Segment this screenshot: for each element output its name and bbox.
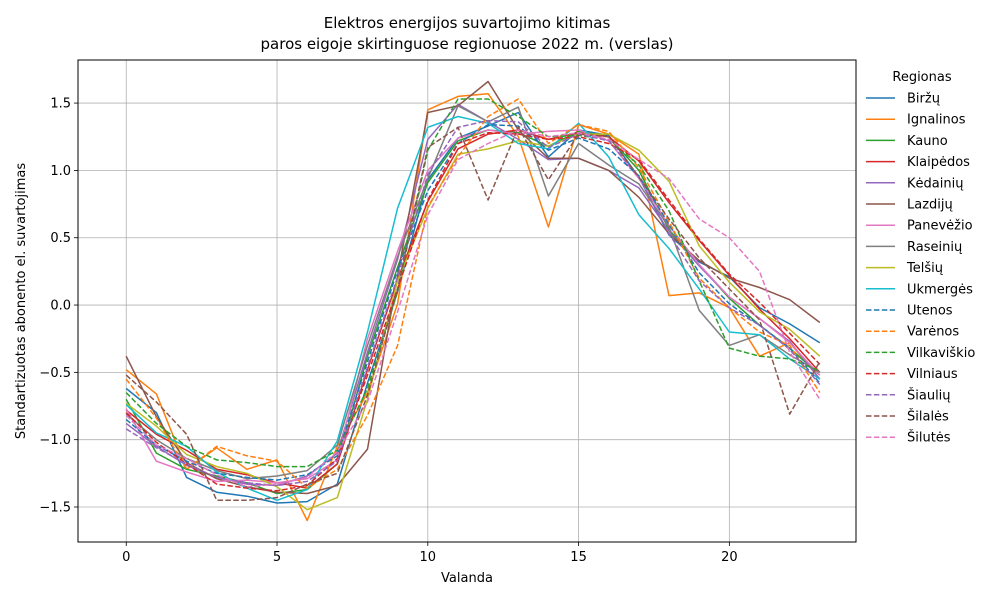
chart-subtitle: paros eigoje skirtinguose regionuose 202… [261,35,674,53]
legend-entry: Klaipėdos [907,155,970,170]
legend-entry: Lazdijų [907,198,953,213]
series-line [125,129,821,488]
x-tick-label: 20 [721,550,738,565]
legend-entry: Biržų [907,92,940,107]
y-tick-label: 0.0 [50,299,71,314]
y-axis-label: Standartizuotas abonento el. suvartojima… [14,163,29,439]
series-line [125,126,821,502]
legend-entry: Telšių [906,261,943,276]
legend-entry: Šiaulių [907,387,951,403]
x-tick-label: 0 [122,550,130,565]
x-tick-label: 15 [570,550,587,565]
y-tick-label: 1.5 [50,97,71,112]
legend-entry: Šilalės [907,409,949,425]
legend-entry: Šilutės [907,430,951,446]
legend-entry: Vilkaviškio [907,346,975,361]
legend-entry: Utenos [907,304,953,319]
series-line [125,80,821,495]
series-line [125,98,821,489]
series-line [125,129,821,489]
legend-entry: Raseinių [907,240,962,255]
x-tick-label: 10 [420,550,437,565]
series-line [125,131,821,492]
legend-entry: Varėnos [907,325,959,340]
y-tick-label: 1.0 [50,164,71,179]
series-layer [125,80,821,522]
series-line [125,123,821,481]
series-line [125,115,821,502]
y-tick-label: 0.5 [50,231,71,246]
y-tick-label: −1.0 [39,433,71,448]
legend-entry: Vilniaus [907,367,958,382]
series-line [125,129,821,484]
chart-title: Elektros energijos suvartojimo kitimas [324,14,611,32]
x-axis-label: Valanda [441,571,493,586]
legend: Regionas Biržų Ignalinos Kauno Klaipėdos Kėd… [866,70,975,446]
y-tick-label: −0.5 [39,366,71,381]
legend-entry: Kėdainių [907,176,963,191]
legend-entry: Kauno [907,134,948,149]
tick-layer: 0 5 10 15 20 −1.5 −1.0 −0.5 0.0 0.5 1.0 1.5 [39,97,737,565]
legend-entry: Ukmergės [907,282,973,297]
y-tick-label: −1.5 [39,500,71,515]
x-tick-label: 5 [273,550,281,565]
series-line [125,119,821,487]
series-line [125,111,821,504]
legend-entry: Ignalinos [907,113,966,128]
legend-title: Regionas [892,70,951,85]
legend-entry: Panevėžio [907,219,973,234]
series-line [125,98,821,468]
series-line [125,92,821,522]
plot-frame [77,59,857,543]
series-line [125,133,821,511]
